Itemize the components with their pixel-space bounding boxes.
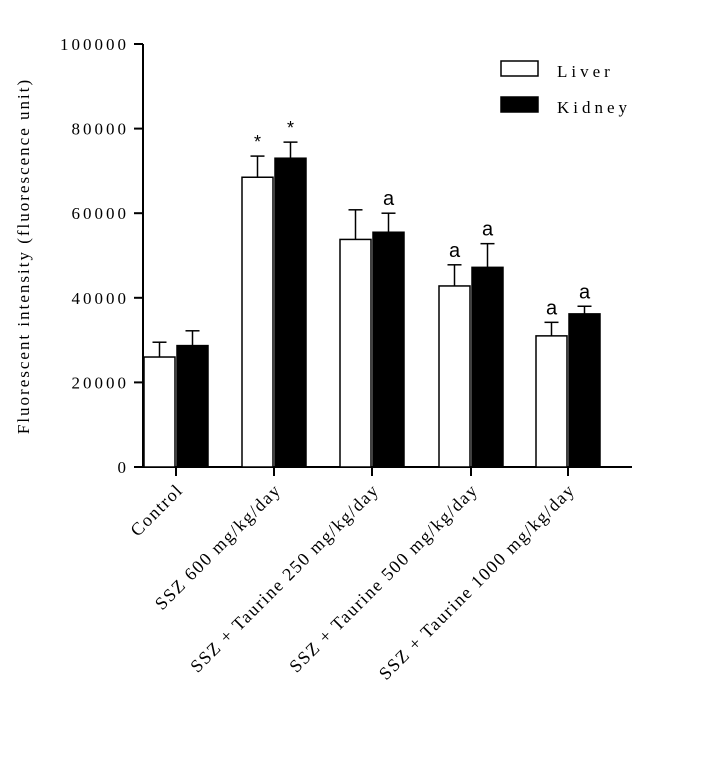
x-tick-label: SSZ + Taurine 500 mg/kg/day <box>285 480 482 677</box>
y-tick-label: 80000 <box>72 120 130 139</box>
bar-kidney <box>568 313 601 468</box>
bar-liver <box>339 238 372 468</box>
x-tick-label: SSZ + Taurine 1000 mg/kg/day <box>375 480 579 684</box>
bars <box>143 157 601 468</box>
annotation-liver: a <box>449 240 461 262</box>
y-tick-label: 20000 <box>72 373 130 392</box>
bar-kidney <box>274 157 307 468</box>
error-bars <box>152 141 592 358</box>
bar-liver <box>438 285 471 468</box>
x-ticks <box>175 467 569 476</box>
legend-label-kidney: Kidney <box>557 98 631 117</box>
bar-kidney <box>176 344 209 468</box>
x-tick-label: SSZ + Taurine 250 mg/kg/day <box>186 480 383 677</box>
y-axis-label: Fluorescent intensity (fluorescence unit… <box>14 78 33 434</box>
x-tick-label: Control <box>126 480 186 540</box>
annotation-liver: * <box>254 132 261 152</box>
legend: Liver Kidney <box>500 60 631 117</box>
legend-label-liver: Liver <box>557 62 614 81</box>
bar-liver <box>535 335 568 468</box>
y-ticks: 0 20000 40000 60000 80000 100000 <box>60 35 143 477</box>
y-tick-label: 40000 <box>72 289 130 308</box>
bar-liver <box>241 176 274 468</box>
y-tick-label: 100000 <box>60 35 129 54</box>
annotation-kidney: a <box>579 281 591 303</box>
annotation-kidney: a <box>482 219 494 241</box>
bar-kidney <box>471 266 504 468</box>
y-tick-label: 0 <box>118 458 130 477</box>
annotation-kidney: a <box>383 188 395 210</box>
y-tick-label: 60000 <box>72 204 130 223</box>
bar-liver <box>143 356 176 468</box>
annotation-kidney: * <box>287 118 294 138</box>
annotation-liver: a <box>546 297 558 319</box>
legend-swatch-liver <box>500 60 539 77</box>
legend-swatch-kidney <box>500 96 539 113</box>
bar-kidney <box>372 231 405 468</box>
